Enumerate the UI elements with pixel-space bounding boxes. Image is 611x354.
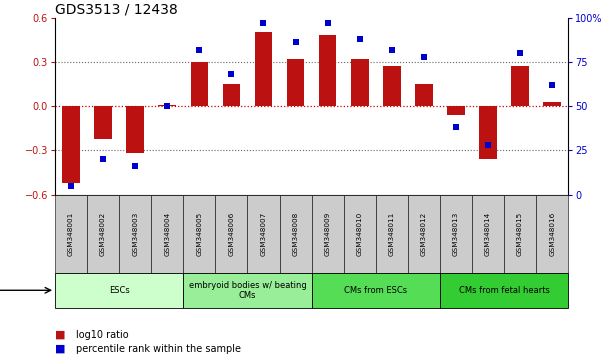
Point [387,47,397,52]
Bar [119,195,152,273]
Point [163,103,172,109]
Point [98,156,108,162]
Bar [287,59,304,106]
Point [323,20,332,26]
Bar [504,195,536,273]
Point [130,164,140,169]
Text: ■: ■ [55,344,65,354]
Text: GSM348015: GSM348015 [517,211,523,256]
Bar [183,273,312,308]
Bar [191,62,208,106]
Text: GSM348012: GSM348012 [421,211,427,256]
Text: ■: ■ [55,330,65,339]
Text: GSM348005: GSM348005 [196,211,202,256]
Text: percentile rank within the sample: percentile rank within the sample [76,344,241,354]
Bar [55,273,183,308]
Text: GSM348009: GSM348009 [324,211,331,256]
Bar [62,106,80,183]
Bar [408,195,440,273]
Point [227,72,236,77]
Bar [440,195,472,273]
Text: ESCs: ESCs [109,286,130,295]
Bar [536,195,568,273]
Point [355,36,365,42]
Bar [216,195,247,273]
Point [547,82,557,88]
Bar [376,195,408,273]
Bar [472,195,504,273]
Point [258,20,268,26]
Bar [94,106,112,139]
Bar [183,195,216,273]
Bar [351,59,368,106]
Text: GSM348006: GSM348006 [229,211,235,256]
Point [451,125,461,130]
Text: GSM348008: GSM348008 [293,211,299,256]
Bar [511,67,529,106]
Text: GSM348001: GSM348001 [68,211,74,256]
Bar [312,273,440,308]
Text: GSM348003: GSM348003 [132,211,138,256]
Point [66,183,76,189]
Text: CMs from ESCs: CMs from ESCs [344,286,408,295]
Bar [247,195,280,273]
Text: log10 ratio: log10 ratio [76,330,129,339]
Bar [222,84,240,106]
Text: CMs from fetal hearts: CMs from fetal hearts [459,286,549,295]
Bar [126,106,144,153]
Text: GDS3513 / 12438: GDS3513 / 12438 [55,2,178,17]
Bar [87,195,119,273]
Bar [55,195,87,273]
Text: GSM348002: GSM348002 [100,211,106,256]
Text: GSM348007: GSM348007 [260,211,266,256]
Bar [280,195,312,273]
Text: GSM348004: GSM348004 [164,211,170,256]
Text: GSM348013: GSM348013 [453,211,459,256]
Point [291,40,301,45]
Bar [543,102,561,106]
Text: GSM348016: GSM348016 [549,211,555,256]
Bar [415,84,433,106]
Text: GSM348011: GSM348011 [389,211,395,256]
Bar [319,35,337,106]
Text: GSM348010: GSM348010 [357,211,363,256]
Point [483,142,493,148]
Point [515,50,525,56]
Bar [152,195,183,273]
Bar [255,33,273,106]
Bar [158,105,176,106]
Point [419,54,429,59]
Text: GSM348014: GSM348014 [485,211,491,256]
Bar [440,273,568,308]
Bar [343,195,376,273]
Bar [312,195,343,273]
Text: embryoid bodies w/ beating
CMs: embryoid bodies w/ beating CMs [189,281,306,300]
Bar [479,106,497,159]
Bar [383,67,401,106]
Bar [447,106,465,115]
Point [194,47,204,52]
